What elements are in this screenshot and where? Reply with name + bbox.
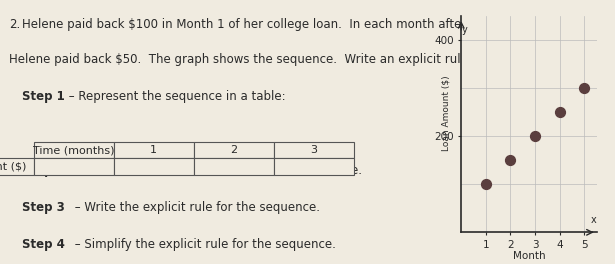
Text: – Simplify the explicit rule for the sequence.: – Simplify the explicit rule for the seq… xyxy=(71,238,336,251)
Point xyxy=(506,158,515,162)
Point xyxy=(555,110,565,114)
Text: 2.: 2. xyxy=(9,18,20,31)
Text: – Find the first term and the common difference.: – Find the first term and the common dif… xyxy=(71,164,362,177)
Point xyxy=(530,134,540,138)
Text: y: y xyxy=(462,25,468,35)
X-axis label: Month: Month xyxy=(512,251,546,261)
Text: Step 4: Step 4 xyxy=(22,238,65,251)
Text: Step 3: Step 3 xyxy=(22,201,65,214)
Text: Helene paid back $50.  The graph shows the sequence.  Write an explicit rule.: Helene paid back $50. The graph shows th… xyxy=(9,53,472,66)
Point xyxy=(579,86,589,90)
Text: Loan Amount ($): Loan Amount ($) xyxy=(442,76,450,151)
Text: Step 2: Step 2 xyxy=(22,164,65,177)
Text: – Write the explicit rule for the sequence.: – Write the explicit rule for the sequen… xyxy=(71,201,320,214)
Text: – Represent the sequence in a table:: – Represent the sequence in a table: xyxy=(65,90,285,103)
Text: Helene paid back $100 in Month 1 of her college loan.  In each month after that,: Helene paid back $100 in Month 1 of her … xyxy=(22,18,498,31)
Point xyxy=(481,182,491,186)
Text: x: x xyxy=(591,215,597,225)
Text: Step 1: Step 1 xyxy=(22,90,65,103)
